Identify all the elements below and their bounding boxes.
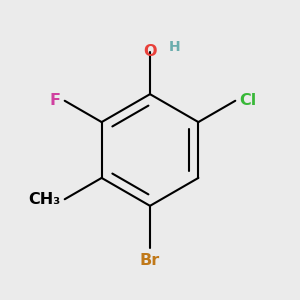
Text: H: H [169, 40, 180, 55]
Text: CH₃: CH₃ [28, 192, 61, 207]
Text: O: O [143, 44, 157, 59]
Text: Br: Br [140, 253, 160, 268]
Text: Cl: Cl [239, 93, 256, 108]
Text: F: F [50, 93, 61, 108]
